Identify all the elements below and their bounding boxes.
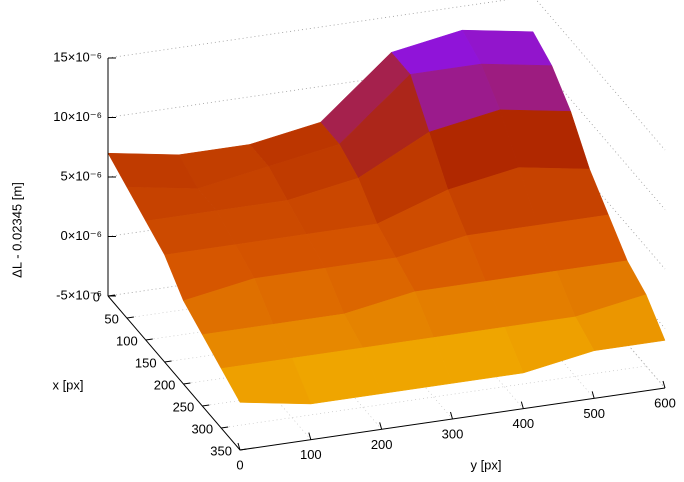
y-tick (591, 391, 595, 399)
x-tick (221, 426, 229, 429)
x-tick-label: 50 (104, 311, 118, 326)
y-tick-label: 400 (512, 416, 534, 431)
grid-line (107, 55, 666, 210)
x-tick-label: 200 (154, 377, 176, 392)
y-tick (520, 401, 524, 409)
y-axis-label: y [px] (470, 457, 501, 472)
surface-patch (220, 357, 312, 405)
x-tick-label: 150 (135, 355, 157, 370)
grid-line (107, 114, 666, 270)
y-tick-label: 100 (300, 447, 322, 462)
y-tick-label: 300 (442, 426, 464, 441)
y-tick (450, 411, 453, 420)
x-tick (164, 360, 172, 363)
axis-line (107, 295, 666, 451)
z-tick-label: -5×10⁻⁶ (56, 287, 102, 302)
x-tick (126, 316, 134, 319)
z-tick-label: 15×10⁻⁶ (53, 49, 102, 64)
x-tick-label: 350 (210, 443, 232, 458)
y-tick-label: 600 (654, 395, 676, 410)
x-tick-label: 300 (191, 421, 213, 436)
x-tick (145, 338, 153, 341)
y-tick-label: 200 (371, 437, 393, 452)
z-tick-label: 10×10⁻⁶ (53, 109, 102, 124)
x-axis-label: x [px] (52, 377, 83, 392)
y-tick (237, 442, 241, 451)
x-tick (202, 404, 210, 407)
x-tick-label: 100 (116, 333, 138, 348)
z-tick-label: 0×10⁻⁶ (61, 228, 103, 243)
y-tick-label: 500 (583, 406, 605, 421)
grid-line (107, 0, 666, 151)
x-tick (107, 294, 116, 297)
y-tick (308, 432, 312, 440)
y-tick (662, 380, 666, 389)
x-tick (183, 382, 191, 385)
y-tick (379, 422, 383, 430)
x-tick-label: 0 (93, 289, 100, 304)
y-tick-label: 0 (236, 457, 243, 472)
z-axis-label: ΔL - 0.02345 [m] (9, 182, 24, 278)
z-tick-label: 5×10⁻⁶ (61, 168, 103, 183)
x-tick-label: 250 (173, 399, 195, 414)
